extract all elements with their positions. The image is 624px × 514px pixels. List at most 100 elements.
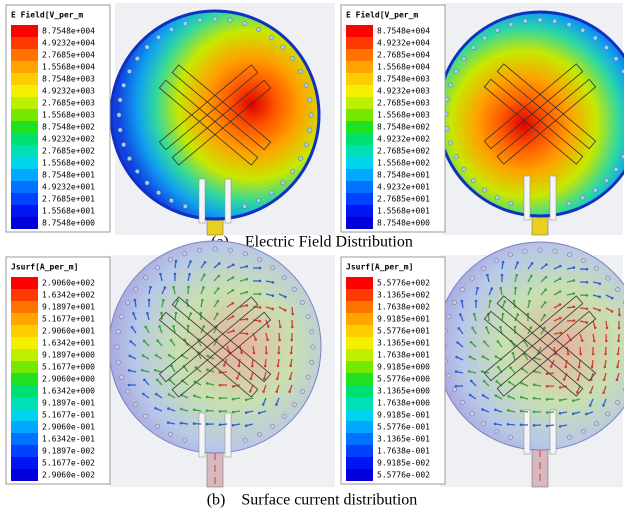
arrow-head [543, 326, 546, 330]
arrow-head [572, 279, 576, 282]
cross-slot [158, 296, 259, 383]
legend-label: 4.9232e+004 [42, 39, 95, 48]
arrow-head [244, 424, 248, 428]
via [446, 313, 452, 319]
arrow-head [248, 390, 252, 393]
arrow-head [187, 285, 190, 289]
arrow-head [231, 315, 235, 318]
arrow-head [201, 298, 204, 302]
via [310, 344, 316, 350]
color-swatch [11, 25, 38, 37]
color-swatch [11, 277, 38, 289]
arrow-head [564, 365, 567, 369]
color-swatch [346, 109, 373, 121]
arrow-head [278, 338, 281, 342]
color-swatch [346, 25, 373, 37]
arrow-head [515, 273, 518, 277]
arrow-head [509, 366, 512, 369]
arrow-head [271, 294, 275, 297]
arrow-head [245, 317, 249, 321]
arrow-head [245, 265, 249, 268]
arrow-head [454, 370, 458, 373]
arrow-head [262, 377, 266, 381]
color-swatch [346, 325, 373, 337]
via [298, 69, 303, 74]
legend-label: 2.7685e+002 [377, 147, 430, 156]
color-swatch [11, 469, 38, 481]
arrow-head [263, 364, 267, 368]
arrow-head [216, 299, 220, 303]
via [115, 329, 121, 335]
arrow-head [265, 351, 268, 355]
arrow-head [455, 355, 458, 359]
via [156, 190, 161, 196]
arrow-head [602, 404, 605, 407]
arrow-head [189, 260, 192, 263]
arrow-head [559, 316, 562, 320]
slot-notch [523, 409, 531, 455]
arrow-head [288, 377, 292, 381]
color-swatch [11, 433, 38, 445]
cross-slot [158, 64, 259, 151]
color-swatch [11, 97, 38, 109]
via [507, 434, 513, 440]
via [281, 275, 287, 281]
via [256, 27, 261, 32]
via [182, 203, 188, 209]
cross-slot [158, 79, 259, 166]
legend-label: 2.9060e+000 [42, 375, 95, 384]
color-swatch [346, 313, 373, 325]
via [280, 44, 286, 50]
legend-label: 8.7548e+000 [377, 219, 430, 228]
color-swatch [346, 169, 373, 181]
arrow-head [494, 408, 497, 412]
cross-slot [483, 63, 584, 150]
via [615, 287, 621, 292]
legend-label: 9.1897e-002 [42, 447, 95, 456]
arrow-head [222, 364, 226, 367]
arrow-head [558, 425, 562, 428]
arrow-head [519, 395, 523, 399]
arrow-head [216, 312, 219, 316]
via [305, 374, 311, 380]
color-swatch [11, 445, 38, 457]
via [508, 200, 514, 206]
arrow-head [519, 409, 523, 413]
arrow-head [585, 412, 588, 416]
arrow-head [469, 340, 473, 344]
arrow-head [579, 352, 582, 356]
arrow-head [194, 366, 198, 369]
arrow-head [572, 266, 576, 269]
arrow-head [192, 408, 196, 412]
arrow-head [572, 319, 576, 322]
legend-label: 1.7638e+000 [377, 399, 430, 408]
via [308, 112, 314, 118]
color-swatch [11, 49, 38, 61]
color-swatch [346, 73, 373, 85]
legend-label: 9.1897e+000 [42, 351, 95, 360]
arrow-head [167, 407, 170, 410]
arrow-head [231, 301, 235, 305]
arrow-head [602, 378, 606, 382]
arrow-head [590, 365, 594, 369]
arrow-head [283, 308, 287, 312]
arrow-head [543, 313, 547, 317]
legend-label: 5.5776e+001 [377, 327, 430, 336]
via [182, 21, 188, 27]
legend-title: E Field[V_per_m [11, 10, 83, 20]
legend-label: 3.1365e+001 [377, 339, 430, 348]
via [604, 45, 609, 50]
via [309, 329, 315, 335]
slot-notch [224, 178, 232, 224]
via [134, 169, 140, 174]
color-swatch [346, 61, 373, 73]
arrow-head [576, 378, 580, 381]
via [444, 126, 450, 132]
cross-slot [171, 64, 272, 151]
legend-label: 1.5568e+004 [42, 63, 95, 72]
color-swatch [346, 85, 373, 97]
arrow-head [593, 326, 597, 329]
arrow-head [488, 299, 492, 303]
via [469, 275, 475, 281]
arrow-head [245, 304, 249, 307]
